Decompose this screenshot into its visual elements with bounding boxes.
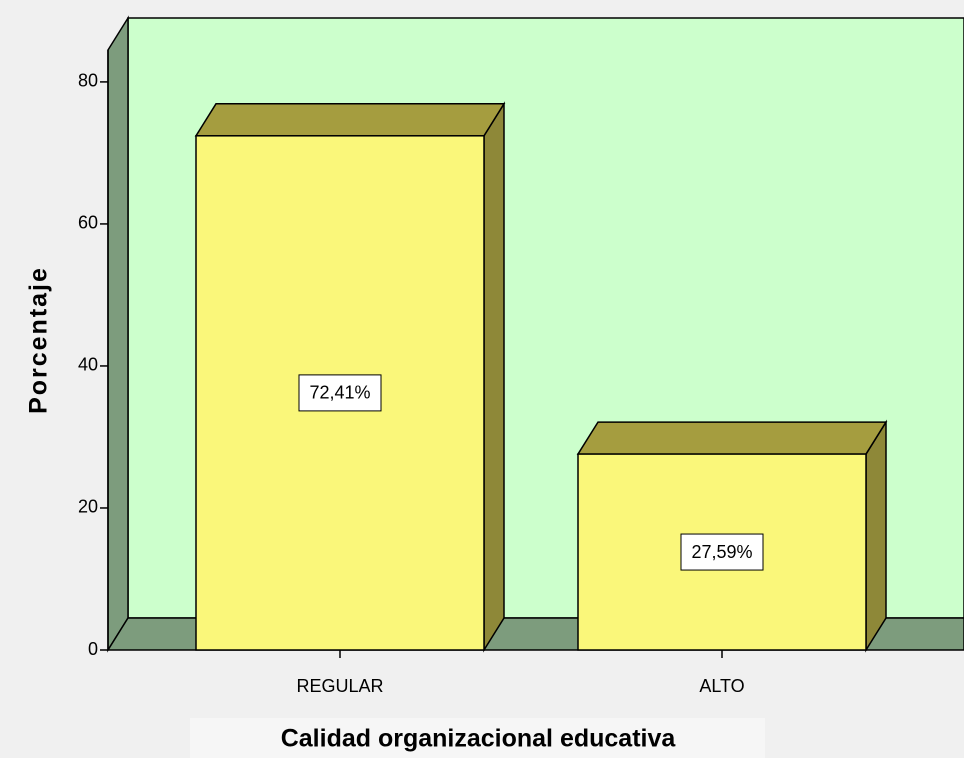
left-wall (107, 15, 129, 653)
value-label-box (298, 374, 382, 412)
bar-side (865, 419, 887, 653)
value-label-box (680, 533, 764, 571)
y-tick-label: 40 (78, 355, 98, 375)
x-axis-title: Calidad organizacional educativa (281, 725, 677, 753)
y-tick-label: 80 (78, 71, 98, 91)
y-tick-label: 0 (88, 639, 98, 659)
y-tick-label: 20 (78, 497, 98, 517)
value-label: 27,59% (691, 542, 752, 562)
y-axis-title: Porcentaje (25, 266, 53, 414)
bar-side (483, 101, 505, 653)
x-title-box (190, 718, 765, 758)
value-label: 72,41% (309, 383, 370, 403)
y-tick-label: 60 (78, 213, 98, 233)
x-tick-label: ALTO (699, 676, 744, 696)
bar-top (194, 103, 506, 137)
bar-top (576, 421, 888, 455)
x-tick-label: REGULAR (296, 676, 383, 696)
